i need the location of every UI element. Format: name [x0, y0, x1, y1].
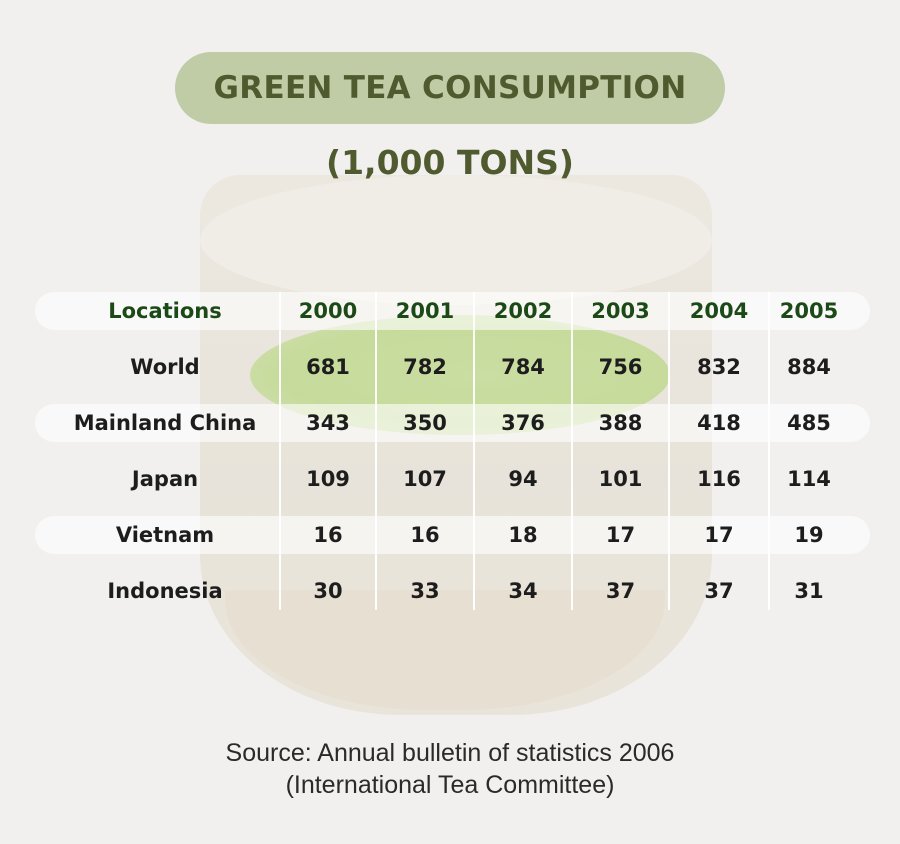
cup-rim — [200, 175, 712, 305]
column-header-2005: 2005 — [779, 299, 839, 323]
row-band-vietnam — [35, 516, 870, 554]
location-label: World — [130, 355, 200, 379]
value-cell: 16 — [410, 523, 440, 547]
value-cell: 34 — [508, 579, 538, 603]
value-cell: 418 — [697, 411, 741, 435]
value-cell: 19 — [794, 523, 824, 547]
source-line-1: Source: Annual bulletin of statistics 20… — [225, 739, 675, 767]
column-divider — [668, 292, 670, 610]
value-cell: 37 — [605, 579, 636, 603]
table-row: Mainland China 343 350 376 388 418 485 — [0, 404, 900, 442]
column-divider — [375, 292, 377, 610]
value-cell: 109 — [306, 467, 350, 491]
location-label: Indonesia — [107, 579, 223, 603]
table-row: Vietnam 16 16 18 17 17 19 — [0, 516, 900, 554]
location-label: Japan — [131, 467, 199, 491]
column-header-2001: 2001 — [395, 299, 455, 323]
column-divider — [279, 292, 281, 610]
location-label: Vietnam — [115, 523, 215, 547]
table-row: Japan 109 107 94 101 116 114 — [0, 460, 900, 498]
header-row-band — [35, 292, 870, 330]
column-header-2002: 2002 — [493, 299, 553, 323]
value-cell: 343 — [306, 411, 350, 435]
value-cell: 388 — [598, 411, 643, 435]
value-cell: 350 — [403, 411, 447, 435]
column-divider — [473, 292, 475, 610]
value-cell: 681 — [306, 355, 350, 379]
value-cell: 756 — [598, 355, 643, 379]
chart-subtitle: (1,000 TONS) — [326, 143, 574, 182]
value-cell: 31 — [794, 579, 824, 603]
value-cell: 376 — [501, 411, 545, 435]
value-cell: 33 — [410, 579, 440, 603]
column-header-2003: 2003 — [591, 299, 650, 323]
source-line-2: (International Tea Committee) — [285, 771, 615, 799]
value-cell: 94 — [508, 467, 538, 491]
value-cell: 114 — [787, 467, 831, 491]
value-cell: 17 — [605, 523, 636, 547]
column-header-locations: Locations — [108, 299, 222, 323]
title-banner: GREEN TEA CONSUMPTION — [175, 52, 725, 124]
value-cell: 17 — [704, 523, 734, 547]
column-divider — [768, 292, 770, 610]
value-cell: 107 — [403, 467, 447, 491]
value-cell: 37 — [704, 579, 734, 603]
table-header-row: Locations 2000 2001 2002 2003 2004 2005 — [0, 292, 900, 330]
value-cell: 18 — [508, 523, 538, 547]
value-cell: 485 — [787, 411, 831, 435]
value-cell: 782 — [403, 355, 447, 379]
value-cell: 16 — [313, 523, 343, 547]
column-divider — [571, 292, 573, 610]
value-cell: 832 — [697, 355, 741, 379]
column-header-2004: 2004 — [689, 299, 749, 323]
row-band-mainland-china — [35, 404, 870, 442]
value-cell: 784 — [501, 355, 545, 379]
value-cell: 101 — [598, 467, 643, 491]
location-label: Mainland China — [73, 411, 257, 435]
value-cell: 884 — [787, 355, 831, 379]
chart-title: GREEN TEA CONSUMPTION — [213, 70, 687, 106]
table-row: Indonesia 30 33 34 37 37 31 — [0, 572, 900, 610]
table-row: World 681 782 784 756 832 884 — [0, 348, 900, 386]
source-citation: Source: Annual bulletin of statistics 20… — [0, 737, 900, 801]
value-cell: 30 — [313, 579, 343, 603]
value-cell: 116 — [697, 467, 741, 491]
column-header-2000: 2000 — [298, 299, 358, 323]
